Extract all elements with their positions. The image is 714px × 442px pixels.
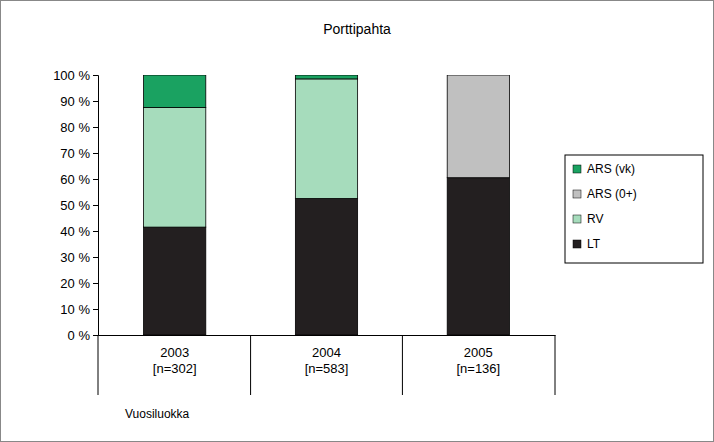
y-tick: 10 % xyxy=(60,302,98,317)
bar-segment xyxy=(447,75,509,76)
y-tick-label: 60 % xyxy=(60,172,90,187)
y-tick-mark xyxy=(93,101,98,102)
y-tick: 30 % xyxy=(60,250,98,265)
legend-label: LT xyxy=(587,237,601,251)
y-tick-label: 40 % xyxy=(60,224,90,239)
x-axis-line xyxy=(99,335,556,336)
x-tick: 2005[n=136] xyxy=(456,335,500,376)
legend-label: RV xyxy=(587,212,603,226)
y-tick-mark xyxy=(93,153,98,154)
bar-segment xyxy=(447,75,509,178)
bar-segment xyxy=(144,227,206,335)
y-tick: 40 % xyxy=(60,224,98,239)
y-tick: 20 % xyxy=(60,276,98,291)
bar-segment xyxy=(295,199,357,336)
y-tick-label: 100 % xyxy=(53,68,90,83)
x-tick: 2004[n=583] xyxy=(305,335,349,376)
legend-label: ARS (0+) xyxy=(587,187,637,201)
bar-segment xyxy=(144,75,206,108)
chart-frame xyxy=(1,1,714,442)
bar-segment xyxy=(295,75,357,79)
y-tick-mark xyxy=(93,309,98,310)
y-tick-label: 10 % xyxy=(60,302,90,317)
y-tick-label: 80 % xyxy=(60,120,90,135)
chart: Porttipahta 0 % 10 % 20 % 30 % 40 % 50 % 60 % 70… xyxy=(0,0,714,442)
x-tick-label: 2005[n=136] xyxy=(456,345,500,376)
y-axis-line xyxy=(93,76,99,336)
y-tick: 80 % xyxy=(60,120,98,135)
y-tick-mark xyxy=(93,127,98,128)
bar-segment xyxy=(295,79,357,199)
category-divider xyxy=(402,335,403,395)
x-axis: 2003[n=302] 2004[n=583] 2005[n=136] xyxy=(99,335,556,376)
y-tick-mark xyxy=(93,283,98,284)
x-tick-label: 2004[n=583] xyxy=(305,345,349,376)
title: Porttipahta xyxy=(323,21,391,37)
y-tick-mark xyxy=(93,179,98,180)
y-axis: 0 % 10 % 20 % 30 % 40 % 50 % 60 % 70 % 80 % 90 % 1… xyxy=(53,68,98,343)
legend-swatch xyxy=(573,215,581,223)
category-divider xyxy=(98,335,99,395)
bar-segment xyxy=(447,178,509,335)
x-tick: 2003[n=302] xyxy=(153,335,197,376)
y-tick: 70 % xyxy=(60,146,98,161)
y-tick-label: 0 % xyxy=(68,328,91,343)
legend: ARS (vk) ARS (0+) RV LT xyxy=(565,155,703,263)
bars xyxy=(144,75,510,335)
legend-box xyxy=(565,155,703,263)
y-tick-label: 20 % xyxy=(60,276,90,291)
y-tick-mark xyxy=(93,231,98,232)
y-tick-mark xyxy=(93,257,98,258)
legend-swatch xyxy=(573,165,581,173)
y-tick-label: 90 % xyxy=(60,94,90,109)
y-tick: 90 % xyxy=(60,94,98,109)
bar-segment xyxy=(144,108,206,228)
y-tick-mark xyxy=(93,75,98,76)
y-tick: 100 % xyxy=(53,68,98,83)
legend-label: ARS (vk) xyxy=(587,162,635,176)
legend-swatch xyxy=(573,240,581,248)
y-tick-label: 50 % xyxy=(60,198,90,213)
category-divider xyxy=(250,335,251,395)
x-axis-title: Vuosiluokka xyxy=(125,407,190,421)
y-tick-label: 30 % xyxy=(60,250,90,265)
y-tick-label: 70 % xyxy=(60,146,90,161)
y-tick-mark xyxy=(93,205,98,206)
y-tick: 60 % xyxy=(60,172,98,187)
x-tick-label: 2003[n=302] xyxy=(153,345,197,376)
y-tick-mark xyxy=(93,335,98,336)
y-tick: 0 % xyxy=(68,328,98,343)
y-tick: 50 % xyxy=(60,198,98,213)
legend-swatch xyxy=(573,190,581,198)
category-divider xyxy=(555,335,556,395)
